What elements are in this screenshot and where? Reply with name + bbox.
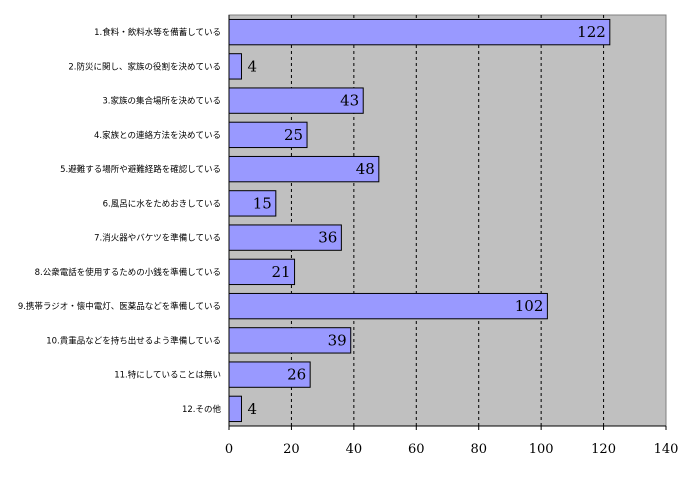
data-label: 122 (577, 23, 606, 41)
category-label: 8.公衆電話を使用するための小銭を準備している (35, 267, 221, 278)
bar (228, 18, 611, 46)
category-label: 6.風呂に水をためおきしている (103, 198, 221, 209)
category-labels: 1.食料・飲料水等を備蓄している 2.防災に関し、家族の役割を決めている 3.家族の… (18, 27, 222, 415)
tick-label: 0 (225, 442, 233, 457)
category-label: 5.避難する場所や避難経路を確認している (60, 164, 221, 175)
tick-label: 100 (529, 442, 554, 457)
bar (228, 361, 311, 388)
category-label: 4.家族との連絡方法を決めている (94, 130, 221, 141)
tick-label: 40 (346, 442, 363, 457)
data-label: 102 (515, 297, 544, 315)
category-label: 11.特にしていることは無い (114, 370, 221, 381)
data-label: 26 (287, 366, 306, 384)
data-label: 39 (328, 331, 347, 349)
data-label: 21 (271, 263, 290, 281)
category-label: 1.食料・飲料水等を備蓄している (94, 27, 221, 38)
bar (228, 258, 296, 286)
bar (228, 395, 242, 423)
category-label: 12.その他 (182, 404, 222, 415)
category-label: 3.家族の集合場所を決めている (102, 96, 221, 107)
tick-label: 20 (283, 442, 300, 457)
category-label: 2.防災に関し、家族の役割を決めている (68, 61, 221, 72)
category-label: 9.携帯ラジオ・懐中電灯、医薬品などを準備している (18, 301, 221, 312)
tick-label: 60 (408, 442, 425, 457)
category-label: 10.貴重品などを持ち出せるよう準備している (46, 335, 221, 346)
data-label: 48 (356, 160, 375, 178)
tick-label: 80 (470, 442, 487, 457)
data-label: 15 (253, 194, 272, 212)
data-label: 36 (318, 229, 337, 247)
plot-area (228, 14, 667, 427)
x-axis-ticks: 0 20 40 60 80 100 120 140 (225, 426, 679, 457)
category-label: 7.消火器やバケツを準備している (94, 233, 221, 244)
data-label: 4 (247, 400, 257, 418)
grid-lines (290, 15, 605, 426)
tick-label: 120 (591, 442, 616, 457)
data-label: 25 (284, 126, 303, 144)
bar (228, 53, 242, 80)
bar (228, 292, 548, 320)
data-label: 43 (340, 92, 359, 110)
tick-label: 140 (654, 442, 679, 457)
data-label: 4 (247, 57, 257, 75)
